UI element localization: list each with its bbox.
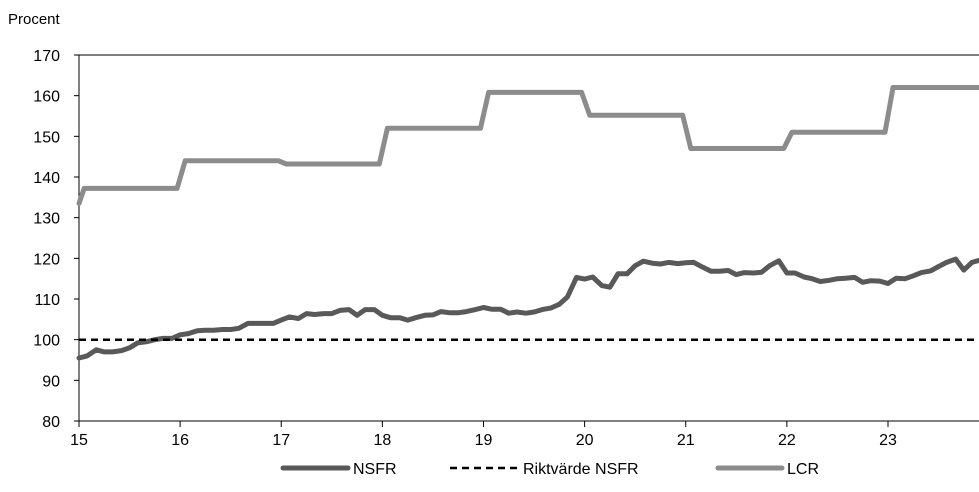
x-tick-label: 18 — [373, 432, 391, 449]
x-tick-label: 20 — [576, 432, 594, 449]
y-tick-label: 100 — [33, 333, 60, 350]
y-tick-label: 160 — [33, 89, 60, 106]
x-tick-label: 16 — [171, 432, 189, 449]
x-axis-ticks: 15 16 17 18 19 20 21 22 23 — [70, 421, 897, 449]
legend-label-lcr: LCR — [787, 461, 819, 478]
y-axis-ticks: 80 90 100 110 120 130 140 150 160 170 — [33, 48, 79, 431]
y-tick-label: 130 — [33, 211, 60, 228]
y-tick-label: 80 — [42, 414, 60, 431]
series-line-lcr — [76, 85, 979, 206]
legend-label-nsfr: NSFR — [353, 461, 397, 478]
legend-label-riktv-rde-nsfr: Riktvärde NSFR — [523, 461, 639, 478]
legend: NSFR Riktvärde NSFR LCR — [280, 461, 819, 478]
y-axis-unit-label: Procent — [8, 11, 61, 28]
x-tick-label: 15 — [70, 432, 88, 449]
x-tick-label: 21 — [677, 432, 695, 449]
y-tick-label: 170 — [33, 48, 60, 65]
x-tick-label: 19 — [475, 432, 493, 449]
axes — [78, 54, 979, 422]
x-tick-label: 23 — [879, 432, 897, 449]
y-tick-label: 90 — [42, 373, 60, 390]
series-line-nsfr — [76, 256, 979, 361]
x-tick-label: 22 — [778, 432, 796, 449]
y-tick-label: 140 — [33, 170, 60, 187]
series-lines — [76, 85, 979, 361]
x-tick-label: 17 — [272, 432, 290, 449]
y-tick-label: 110 — [34, 292, 60, 309]
y-tick-label: 120 — [33, 251, 60, 268]
y-tick-label: 150 — [33, 129, 60, 146]
